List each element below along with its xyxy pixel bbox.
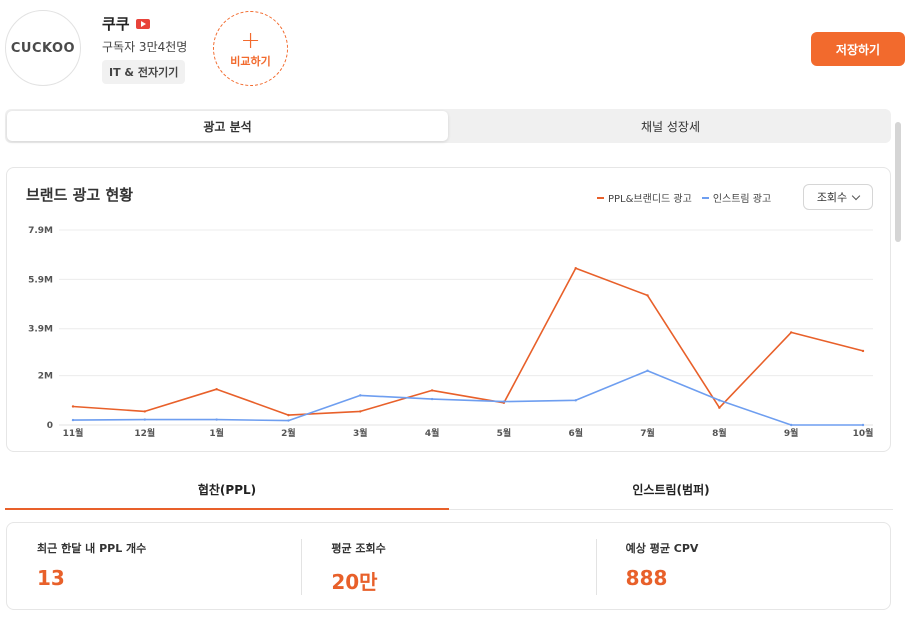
ad-stats-card: 최근 한달 내 PPL 개수 13 평균 조회수 20만 예상 평균 CPV 8… [6,522,891,610]
data-point-ppl [71,405,75,408]
data-point-ppl [861,349,865,353]
y-tick-label: 3.9M [28,325,53,335]
data-point-instream [718,399,721,402]
channel-name: 쿠쿠 [102,15,130,33]
data-point-instream [143,418,147,421]
stat-label: 예상 평균 CPV [625,542,699,555]
metric-selected-value: 조회수 [816,191,848,204]
scrollbar-thumb[interactable] [895,122,901,242]
stat-label: 최근 한달 내 PPL 개수 [37,542,147,555]
data-point-ppl [430,389,434,392]
data-point-instream [71,418,75,422]
x-tick-label: 10월 [853,427,874,439]
legend-item-instream: 인스트림 광고 [701,190,772,205]
series-line-instream [72,369,863,426]
y-tick-label: 2M [38,372,53,382]
stat-value: 13 [37,566,65,590]
data-point-instream [861,423,865,427]
x-tick-label: 6월 [568,427,583,439]
brand-logo: CUCKOO [10,40,76,56]
metric-dropdown[interactable]: 조회수 [803,184,873,210]
data-point-ppl [718,406,721,409]
data-point-instream [502,400,506,403]
data-point-instream [215,418,218,421]
x-tick-label: 2월 [281,427,296,439]
category-badge: IT & 전자기기 [102,60,186,84]
compare-button[interactable]: + 비교하기 [213,11,288,86]
data-point-instream [789,423,793,427]
tab-ad-analysis[interactable]: 광고 분석 [7,111,448,141]
data-point-instream [574,399,577,402]
legend-swatch-ppl [597,196,604,199]
chart-legend: PPL&브랜디드 광고 인스트림 광고 [597,190,771,205]
x-tick-label: 3월 [353,427,368,439]
analysis-tabs: 광고 분석 채널 성장세 [5,109,891,143]
chevron-down-icon [851,191,861,200]
stat-label: 평균 조회수 [331,542,386,555]
data-point-ppl [287,413,290,417]
data-point-ppl [574,267,577,270]
data-point-instream [287,419,290,422]
y-tick-label: 0 [47,421,53,431]
y-tick-label: 7.9M [28,226,53,236]
subscriber-count: 구독자 3만4천명 [102,40,188,54]
x-tick-label: 12월 [134,427,155,439]
data-point-instream [430,397,434,401]
compare-label: 비교하기 [230,54,271,68]
plus-icon: + [240,25,261,54]
stat-avg-cpv: 예상 평균 CPV 888 [595,523,890,609]
series-line-ppl [72,267,864,416]
x-tick-label: 8월 [712,427,727,439]
stat-value: 888 [625,566,668,590]
stat-ppl-count: 최근 한달 내 PPL 개수 13 [7,523,301,609]
x-tick-label: 9월 [784,427,799,439]
x-tick-label: 7월 [640,427,655,439]
x-tick-label: 5월 [497,427,512,439]
brand-ad-chart-card: 0 2M 3.9M 5.9M 7.9M 11월 12월 1월 2월 3월 4월 5월 6월 7월 8월 9월 1… [6,167,891,452]
x-tick-label: 4월 [425,427,440,439]
channel-name-row: 쿠쿠 [102,13,150,34]
legend-label-instream: 인스트림 광고 [712,194,772,205]
channel-avatar: CUCKOO [5,10,81,86]
tab-instream[interactable]: 인스트림(범퍼) [632,483,710,497]
youtube-icon [135,18,150,29]
data-point-instream [359,394,362,397]
legend-label-ppl: PPL&브랜디드 광고 [608,194,692,205]
line-chart: 0 2M 3.9M 5.9M 7.9M 11월 12월 1월 2월 3월 4월 5월 6월 7월 8월 9월 1… [28,226,874,439]
stat-value: 20만 [331,570,378,594]
ad-type-tabs: 협찬(PPL) 인스트림(범퍼) [5,470,893,510]
data-point-ppl [359,410,362,413]
x-tick-label: 1월 [209,427,224,439]
data-point-ppl [143,410,147,413]
save-button[interactable]: 저장하기 [811,32,905,66]
legend-swatch-instream [701,196,709,199]
legend-item-ppl: PPL&브랜디드 광고 [597,190,692,205]
tab-ppl[interactable]: 협찬(PPL) [5,470,449,510]
data-point-instream [646,369,649,372]
data-point-ppl [789,331,793,334]
data-point-ppl [215,388,218,391]
x-tick-label: 11월 [63,427,84,439]
stat-avg-views: 평균 조회수 20만 [301,523,595,609]
channel-header: CUCKOO 쿠쿠 구독자 3만4천명 IT & 전자기기 + 비교하기 저장하… [0,0,918,100]
data-point-ppl [646,294,649,297]
chart-title: 브랜드 광고 현황 [26,186,134,204]
tab-channel-growth[interactable]: 채널 성장세 [640,119,700,134]
y-tick-label: 5.9M [28,275,53,285]
